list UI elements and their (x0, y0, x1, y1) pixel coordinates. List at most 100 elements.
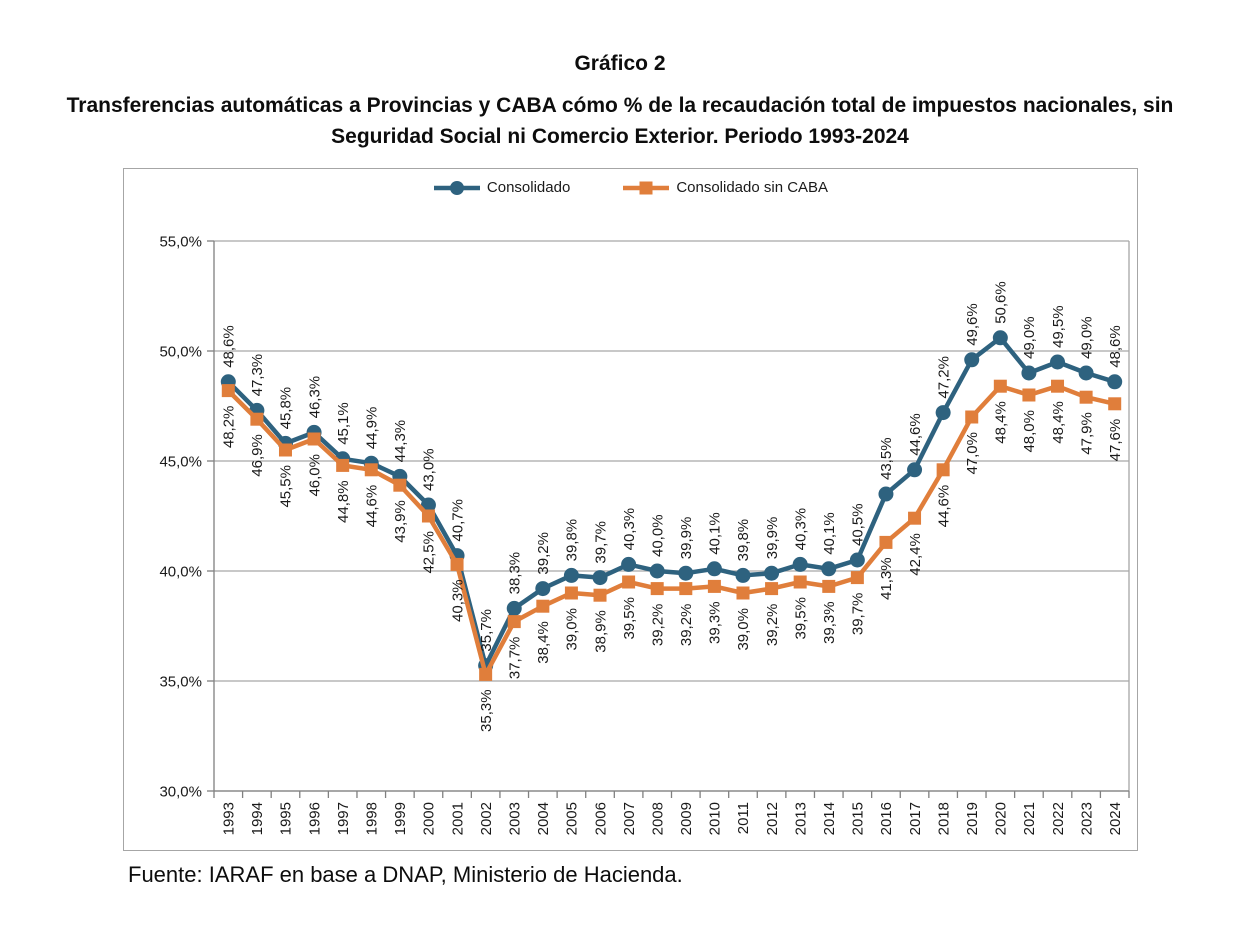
x-axis-label: 2009 (678, 802, 695, 835)
x-axis-label: 2002 (478, 802, 495, 835)
x-axis-label: 1998 (364, 802, 381, 835)
data-point-marker (1021, 365, 1037, 381)
x-axis-label: 2023 (1078, 802, 1095, 835)
data-label: 37,7% (506, 637, 523, 680)
x-axis-label: 1995 (278, 802, 295, 835)
data-point-marker (907, 462, 923, 478)
data-label: 44,6% (907, 413, 924, 456)
data-label: 46,0% (306, 454, 323, 497)
data-point-marker (479, 667, 493, 681)
data-point-marker (792, 556, 808, 572)
data-point-marker (250, 412, 264, 426)
data-point-marker (936, 463, 950, 477)
x-axis-label: 2019 (964, 802, 981, 835)
chart-legend: Consolidado Consolidado sin CABA (124, 179, 1137, 196)
data-point-marker (621, 556, 637, 572)
x-axis-label: 2016 (878, 802, 895, 835)
data-label: 49,0% (1021, 316, 1038, 359)
data-label: 47,0% (964, 432, 981, 475)
data-label: 50,6% (993, 281, 1010, 324)
data-point-marker (706, 561, 722, 577)
data-point-marker (965, 410, 979, 424)
x-axis-label: 2022 (1050, 802, 1067, 835)
x-axis-label: 2014 (821, 802, 838, 835)
data-point-marker (765, 582, 779, 596)
data-point-marker (421, 509, 435, 523)
series-line (226, 383, 1117, 677)
x-axis-label: 2000 (421, 802, 438, 835)
data-point-marker (535, 581, 551, 597)
data-point-marker (822, 579, 836, 593)
data-label: 48,4% (993, 401, 1010, 444)
x-axis-label: 1997 (335, 802, 352, 835)
x-axis-label: 2021 (1021, 802, 1038, 835)
y-axis-label: 35,0% (159, 673, 202, 690)
data-label: 40,0% (649, 514, 666, 557)
data-label: 40,1% (821, 512, 838, 555)
data-point-marker (678, 565, 694, 581)
x-axis-label: 2004 (535, 802, 552, 835)
data-point-marker (935, 405, 951, 421)
data-label: 47,6% (1107, 419, 1124, 462)
data-point-marker (879, 535, 893, 549)
data-label: 39,8% (735, 519, 752, 562)
data-label: 40,1% (707, 512, 724, 555)
data-point-marker (563, 567, 579, 583)
x-axis-label: 2006 (592, 802, 609, 835)
data-label: 40,7% (449, 499, 466, 542)
data-label: 46,9% (249, 434, 266, 477)
x-axis-label: 2007 (621, 802, 638, 835)
data-point-marker (850, 571, 864, 585)
x-axis-label: 2001 (449, 802, 466, 835)
source-caption: Fuente: IARAF en base a DNAP, Ministerio… (128, 862, 683, 887)
data-label: 39,7% (850, 593, 867, 636)
y-axis-label: 45,0% (159, 453, 202, 470)
data-label: 38,4% (535, 621, 552, 664)
data-point-marker (992, 330, 1008, 346)
legend-item: Consolidado sin CABA (622, 179, 828, 196)
data-point-marker (592, 570, 608, 586)
data-point-marker (878, 486, 894, 502)
data-point-marker (1022, 388, 1036, 402)
x-axis-label: 2005 (564, 802, 581, 835)
data-label: 43,0% (421, 448, 438, 491)
data-label: 39,9% (678, 517, 695, 560)
data-label: 45,8% (278, 387, 295, 430)
data-label: 35,3% (478, 689, 495, 732)
data-label: 43,9% (392, 500, 409, 543)
data-point-marker (679, 582, 693, 596)
data-label: 43,5% (878, 437, 895, 480)
data-label: 38,9% (592, 610, 609, 653)
data-label: 47,9% (1078, 412, 1095, 455)
series-line (226, 335, 1117, 668)
data-label: 42,4% (907, 533, 924, 576)
data-label: 39,2% (678, 604, 695, 647)
data-label: 44,9% (364, 407, 381, 450)
data-label: 40,3% (621, 508, 638, 551)
data-label: 39,3% (821, 601, 838, 644)
data-label: 39,8% (564, 519, 581, 562)
data-label: 48,6% (221, 325, 238, 368)
data-label: 39,2% (764, 604, 781, 647)
data-point-marker (564, 586, 578, 600)
data-label: 39,3% (707, 601, 724, 644)
data-label: 49,6% (964, 303, 981, 346)
legend-label: Consolidado (486, 179, 571, 196)
data-label: 48,0% (1021, 410, 1038, 453)
x-axis-label: 2017 (907, 802, 924, 835)
data-point-marker (450, 557, 464, 571)
data-label: 40,5% (850, 503, 867, 546)
data-point-marker (278, 443, 292, 457)
data-label: 44,3% (392, 420, 409, 463)
data-point-marker (536, 599, 550, 613)
data-point-marker (993, 379, 1007, 393)
data-point-marker (964, 352, 980, 368)
data-point-marker (336, 458, 350, 472)
y-axis-label: 30,0% (159, 783, 202, 800)
data-point-marker (221, 384, 235, 398)
data-point-marker (1078, 365, 1094, 381)
legend-line-square-icon (623, 181, 670, 194)
data-point-marker (1051, 379, 1065, 393)
data-point-marker (1107, 374, 1123, 390)
data-point-marker (650, 582, 664, 596)
